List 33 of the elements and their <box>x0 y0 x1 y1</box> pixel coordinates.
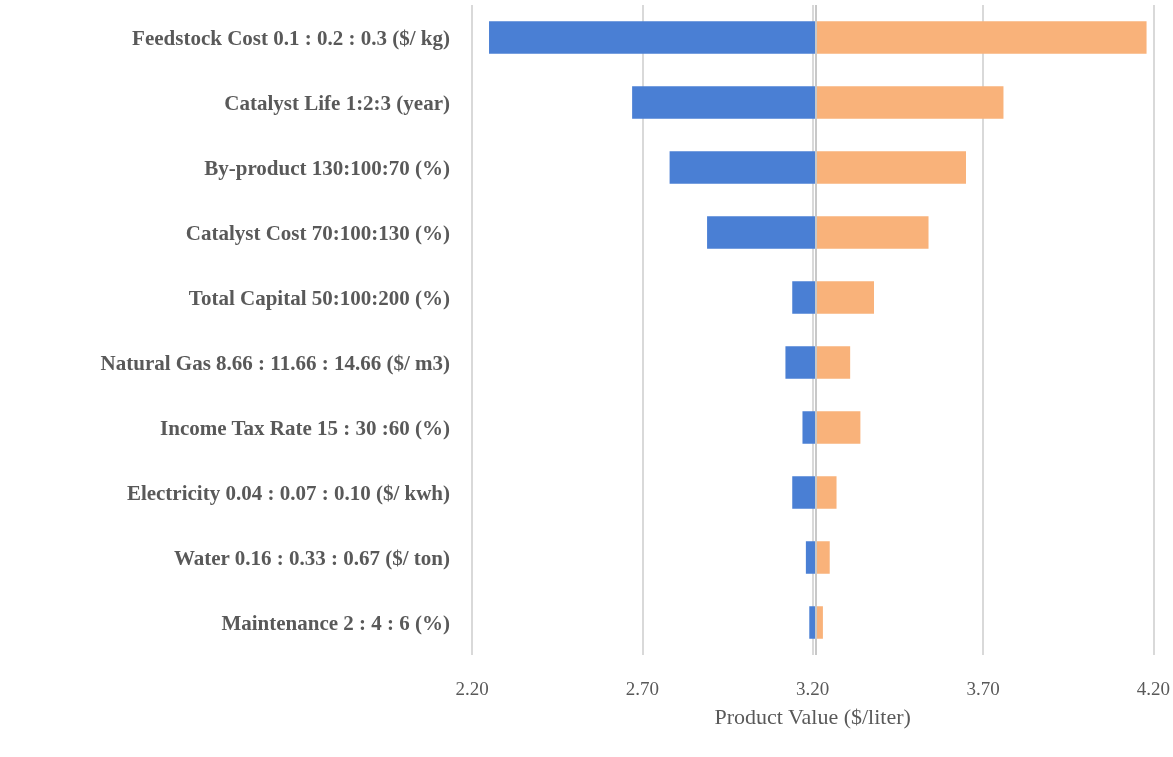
bar <box>816 86 1004 119</box>
bar <box>816 541 830 574</box>
x-axis-title: Product Value ($/liter) <box>714 703 911 729</box>
bar <box>816 216 929 249</box>
y-tick-label: By-product 130:100:70 (%) <box>204 155 451 180</box>
x-tick-label: 2.70 <box>625 678 659 699</box>
bar <box>707 216 817 249</box>
x-tick-label: 3.20 <box>796 678 830 699</box>
bar <box>816 411 861 444</box>
y-tick-label: Catalyst Life 1:2:3 (year) <box>224 90 450 115</box>
x-tick-label: 2.20 <box>455 678 489 699</box>
bar <box>632 86 817 119</box>
bar <box>669 151 817 184</box>
bar <box>816 151 966 184</box>
y-tick-label: Income Tax Rate 15 : 30 :60 (%) <box>160 415 450 440</box>
x-tick-label: 4.20 <box>1136 678 1170 699</box>
bar <box>816 346 851 379</box>
bar <box>816 476 837 509</box>
x-tick-label: 3.70 <box>966 678 1000 699</box>
bar <box>816 281 875 314</box>
bar <box>802 411 817 444</box>
bar <box>792 476 817 509</box>
y-tick-label: Natural Gas 8.66 : 11.66 : 14.66 ($/ m3) <box>100 350 450 375</box>
bar <box>489 21 817 54</box>
y-tick-label: Feedstock Cost 0.1 : 0.2 : 0.3 ($/ kg) <box>132 25 450 50</box>
y-tick-label: Electricity 0.04 : 0.07 : 0.10 ($/ kwh) <box>126 480 450 505</box>
bar <box>816 21 1147 54</box>
y-tick-label: Maintenance 2 : 4 : 6 (%) <box>221 610 450 635</box>
bar <box>792 281 817 314</box>
y-tick-label: Catalyst Cost 70:100:130 (%) <box>185 220 450 245</box>
bar <box>785 346 817 379</box>
y-tick-label: Water 0.16 : 0.33 : 0.67 ($/ ton) <box>173 545 450 570</box>
y-tick-label: Total Capital 50:100:200 (%) <box>188 285 450 310</box>
